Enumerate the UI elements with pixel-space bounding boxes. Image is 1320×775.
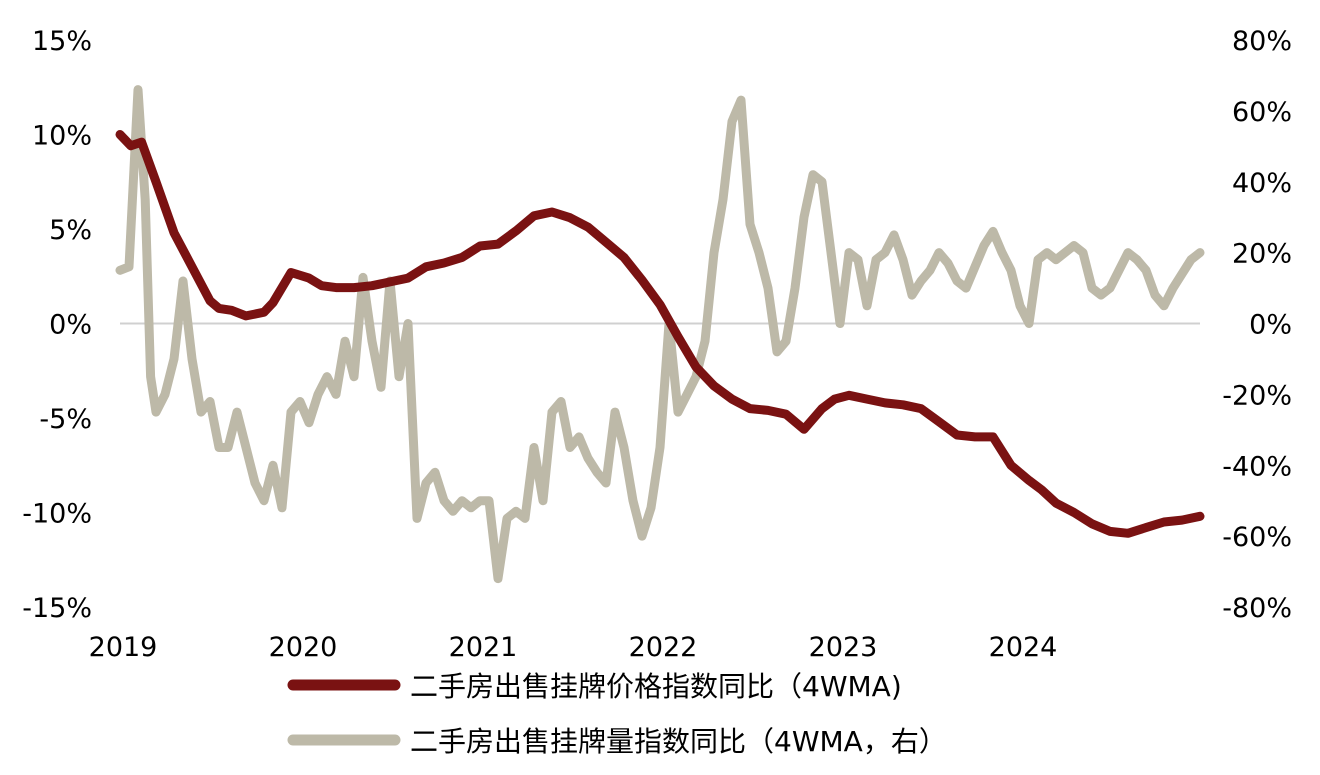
right-axis-tick-label: -80% bbox=[1222, 593, 1292, 624]
left-axis-tick-label: 15% bbox=[32, 26, 92, 57]
right-axis: 80% 60% 40% 20% 0% -20% -40% -60% -80% bbox=[1222, 26, 1292, 624]
x-axis-tick-label: 2024 bbox=[989, 632, 1058, 663]
legend-label: 二手房出售挂牌量指数同比（4WMA，右） bbox=[410, 725, 947, 758]
right-axis-tick-label: -60% bbox=[1222, 522, 1292, 553]
right-axis-tick-label: 20% bbox=[1232, 239, 1292, 270]
legend-label: 二手房出售挂牌价格指数同比（4WMA) bbox=[410, 670, 902, 703]
left-axis: 15% 10% 5% 0% -5% -10% -15% bbox=[22, 26, 92, 624]
right-axis-tick-label: 80% bbox=[1232, 26, 1292, 57]
right-axis-tick-label: -40% bbox=[1222, 451, 1292, 482]
x-axis-tick-label: 2020 bbox=[269, 632, 338, 663]
left-axis-tick-label: 0% bbox=[49, 310, 92, 341]
right-axis-tick-label: -20% bbox=[1222, 380, 1292, 411]
x-axis-tick-label: 2022 bbox=[629, 632, 698, 663]
left-axis-tick-label: -15% bbox=[22, 593, 92, 624]
left-axis-tick-label: 5% bbox=[49, 215, 92, 246]
x-axis-tick-label: 2019 bbox=[89, 632, 158, 663]
left-axis-tick-label: 10% bbox=[32, 121, 92, 152]
left-axis-tick-label: -5% bbox=[39, 404, 92, 435]
x-axis-tick-label: 2021 bbox=[449, 632, 518, 663]
legend: 二手房出售挂牌价格指数同比（4WMA) 二手房出售挂牌量指数同比（4WMA，右） bbox=[287, 670, 947, 758]
right-axis-tick-label: 0% bbox=[1249, 310, 1292, 341]
right-axis-tick-label: 60% bbox=[1232, 97, 1292, 128]
right-axis-tick-label: 40% bbox=[1232, 168, 1292, 199]
series-line-listing-price bbox=[115, 130, 1205, 538]
x-axis: 2019 2020 2021 2022 2023 2024 bbox=[89, 632, 1058, 663]
x-axis-tick-label: 2023 bbox=[809, 632, 878, 663]
left-axis-tick-label: -10% bbox=[22, 499, 92, 530]
series-line-listing-volume bbox=[115, 85, 1205, 584]
series-layer bbox=[115, 85, 1205, 584]
